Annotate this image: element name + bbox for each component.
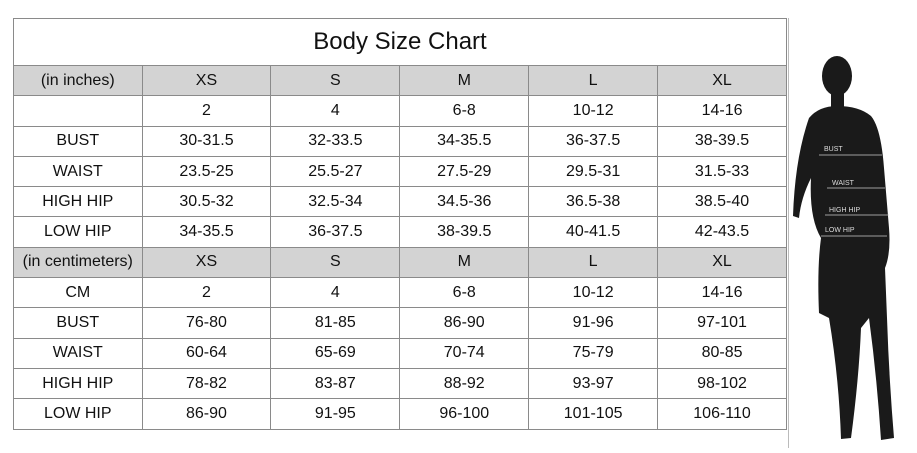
- table-cell: 78-82: [141, 367, 272, 400]
- chart-title: Body Size Chart: [13, 18, 787, 66]
- row-label: WAIST: [13, 337, 143, 369]
- table-cell: 2: [141, 95, 272, 127]
- table-cell: 23.5-25: [141, 155, 272, 188]
- column-header: S: [270, 64, 401, 97]
- table-cell: 80-85: [657, 337, 787, 369]
- row-label: LOW HIP: [13, 216, 143, 248]
- row-label: HIGH HIP: [13, 367, 143, 400]
- table-row: 2 4 6-8 10-12 14-16: [13, 95, 787, 127]
- table-cell: 32-33.5: [270, 125, 401, 157]
- table-row: HIGH HIP 78-82 83-87 88-92 93-97 98-102: [13, 367, 787, 400]
- table-cell: 75-79: [528, 337, 659, 369]
- row-label: BUST: [13, 307, 143, 339]
- column-header: L: [528, 246, 659, 279]
- table-cell: 25.5-27: [270, 155, 401, 188]
- row-label: LOW HIP: [13, 398, 143, 430]
- column-header: M: [399, 64, 530, 97]
- figure-label-high-hip: HIGH HIP: [829, 207, 860, 214]
- table-row: LOW HIP 86-90 91-95 96-100 101-105 106-110: [13, 398, 787, 430]
- table-cell: 4: [270, 95, 401, 127]
- table-row: WAIST 23.5-25 25.5-27 27.5-29 29.5-31 31.5-33: [13, 155, 787, 188]
- table-cell: 36-37.5: [528, 125, 659, 157]
- table-cell: 93-97: [528, 367, 659, 400]
- table-cell: 30.5-32: [141, 186, 272, 218]
- table-cell: 88-92: [399, 367, 530, 400]
- figure-label-waist: WAIST: [832, 180, 855, 187]
- table-cell: 14-16: [657, 95, 787, 127]
- table-cell: 6-8: [399, 95, 530, 127]
- column-header: S: [270, 246, 401, 279]
- table-cell: 32.5-34: [270, 186, 401, 218]
- table-cell: 34.5-36: [399, 186, 530, 218]
- table-cell: 6-8: [399, 277, 530, 309]
- table-row: WAIST 60-64 65-69 70-74 75-79 80-85: [13, 337, 787, 369]
- table-cell: 38-39.5: [399, 216, 530, 248]
- measurement-lines: [819, 154, 889, 237]
- table-cell: 60-64: [141, 337, 272, 369]
- table-cell: 27.5-29: [399, 155, 530, 188]
- table-cell: 34-35.5: [399, 125, 530, 157]
- table-cell: 38.5-40: [657, 186, 787, 218]
- table-cell: 81-85: [270, 307, 401, 339]
- column-header: M: [399, 246, 530, 279]
- table-cell: 76-80: [141, 307, 272, 339]
- table-cell: 86-90: [141, 398, 272, 430]
- size-chart-table: Body Size Chart (in inches) XS S M L XL 2 4 6-8 1…: [13, 18, 787, 430]
- table-cell: 36-37.5: [270, 216, 401, 248]
- cm-header-row: (in centimeters) XS S M L XL: [13, 246, 787, 279]
- row-label: BUST: [13, 125, 143, 157]
- table-row: CM 2 4 6-8 10-12 14-16: [13, 277, 787, 309]
- column-header: XS: [141, 246, 272, 279]
- column-header: (in inches): [13, 64, 143, 97]
- table-cell: 106-110: [657, 398, 787, 430]
- table-cell: 10-12: [528, 277, 659, 309]
- row-label: WAIST: [13, 155, 143, 188]
- table-cell: 65-69: [270, 337, 401, 369]
- table-cell: 40-41.5: [528, 216, 659, 248]
- column-header: XL: [657, 64, 787, 97]
- row-label: CM: [13, 277, 143, 309]
- table-cell: 4: [270, 277, 401, 309]
- table-cell: 91-96: [528, 307, 659, 339]
- table-cell: 96-100: [399, 398, 530, 430]
- column-header: L: [528, 64, 659, 97]
- table-cell: 42-43.5: [657, 216, 787, 248]
- figure-label-low-hip: LOW HIP: [825, 227, 855, 234]
- table-row: LOW HIP 34-35.5 36-37.5 38-39.5 40-41.5 42-43…: [13, 216, 787, 248]
- table-cell: 36.5-38: [528, 186, 659, 218]
- table-cell: 101-105: [528, 398, 659, 430]
- row-label: HIGH HIP: [13, 186, 143, 218]
- table-cell: 10-12: [528, 95, 659, 127]
- table-cell: 31.5-33: [657, 155, 787, 188]
- table-cell: 29.5-31: [528, 155, 659, 188]
- table-row: HIGH HIP 30.5-32 32.5-34 34.5-36 36.5-38 38.5…: [13, 186, 787, 218]
- table-cell: 2: [141, 277, 272, 309]
- silhouette-icon: [793, 56, 894, 440]
- table-cell: 91-95: [270, 398, 401, 430]
- table-row: BUST 76-80 81-85 86-90 91-96 97-101: [13, 307, 787, 339]
- row-label: [13, 95, 143, 127]
- figure-label-bust: BUST: [824, 146, 843, 153]
- column-header: XL: [657, 246, 787, 279]
- column-header: XS: [141, 64, 272, 97]
- table-cell: 98-102: [657, 367, 787, 400]
- table-cell: 86-90: [399, 307, 530, 339]
- body-silhouette: BUST WAIST HIGH HIP LOW HIP: [788, 18, 917, 448]
- table-cell: 83-87: [270, 367, 401, 400]
- table-cell: 14-16: [657, 277, 787, 309]
- table-row: BUST 30-31.5 32-33.5 34-35.5 36-37.5 38-39.5: [13, 125, 787, 157]
- table-cell: 34-35.5: [141, 216, 272, 248]
- column-header: (in centimeters): [13, 246, 143, 279]
- inches-header-row: (in inches) XS S M L XL: [13, 64, 787, 97]
- table-cell: 38-39.5: [657, 125, 787, 157]
- table-cell: 30-31.5: [141, 125, 272, 157]
- table-cell: 70-74: [399, 337, 530, 369]
- table-cell: 97-101: [657, 307, 787, 339]
